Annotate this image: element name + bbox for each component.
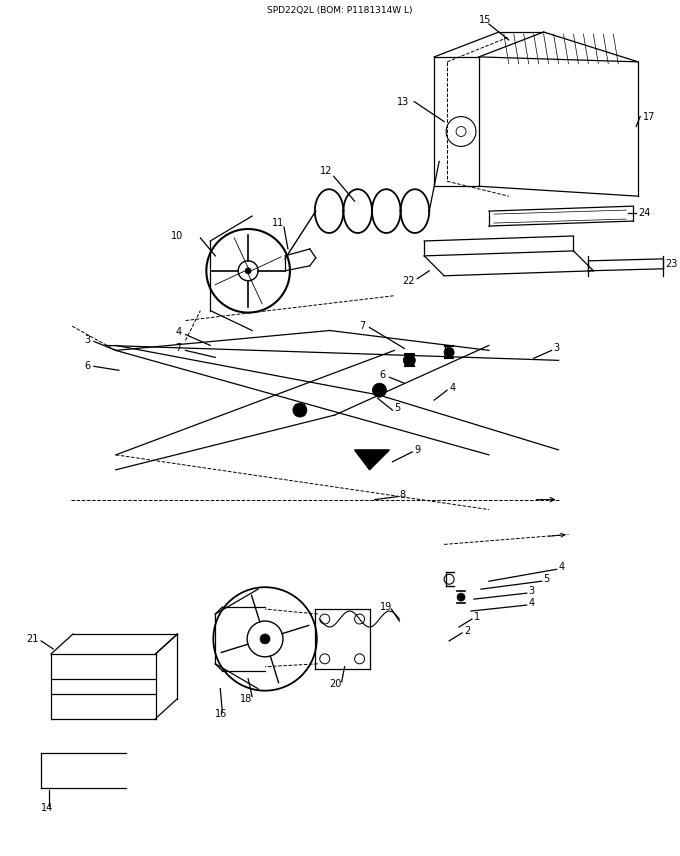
Circle shape xyxy=(403,354,415,366)
Text: 10: 10 xyxy=(171,231,183,241)
Text: 17: 17 xyxy=(643,111,656,122)
Circle shape xyxy=(245,268,251,274)
Text: 9: 9 xyxy=(414,445,420,455)
Text: 6: 6 xyxy=(85,361,91,372)
Text: 1: 1 xyxy=(474,612,480,622)
Text: 7: 7 xyxy=(360,320,366,330)
Text: 4: 4 xyxy=(175,328,182,337)
Text: 22: 22 xyxy=(402,276,414,286)
Text: 16: 16 xyxy=(216,709,228,718)
Text: 3: 3 xyxy=(554,343,560,354)
Text: 19: 19 xyxy=(379,602,392,612)
Text: 3: 3 xyxy=(529,586,535,596)
Text: 18: 18 xyxy=(240,693,252,704)
Text: SPD22Q2L (BOM: P1181314W L): SPD22Q2L (BOM: P1181314W L) xyxy=(267,6,412,15)
Text: 21: 21 xyxy=(26,634,38,644)
Text: 2: 2 xyxy=(464,626,471,636)
Text: 23: 23 xyxy=(665,259,677,269)
Text: 5: 5 xyxy=(543,574,550,585)
Circle shape xyxy=(457,593,465,601)
Circle shape xyxy=(260,634,270,644)
Text: 7: 7 xyxy=(175,343,182,354)
Text: 5: 5 xyxy=(394,403,401,413)
Polygon shape xyxy=(354,450,390,470)
Text: 6: 6 xyxy=(379,371,386,380)
Text: 8: 8 xyxy=(399,490,405,500)
Text: 4: 4 xyxy=(558,562,564,573)
Text: 11: 11 xyxy=(272,218,284,228)
Text: 14: 14 xyxy=(41,803,54,813)
Text: 24: 24 xyxy=(638,208,651,218)
Text: 20: 20 xyxy=(330,679,342,689)
Text: 12: 12 xyxy=(320,166,332,176)
Text: 4: 4 xyxy=(449,383,455,393)
Text: 3: 3 xyxy=(85,336,91,346)
Circle shape xyxy=(293,403,307,417)
Text: 4: 4 xyxy=(529,598,535,608)
Circle shape xyxy=(373,383,386,397)
Text: 13: 13 xyxy=(397,97,409,107)
Text: 15: 15 xyxy=(479,15,492,25)
Circle shape xyxy=(444,348,454,357)
